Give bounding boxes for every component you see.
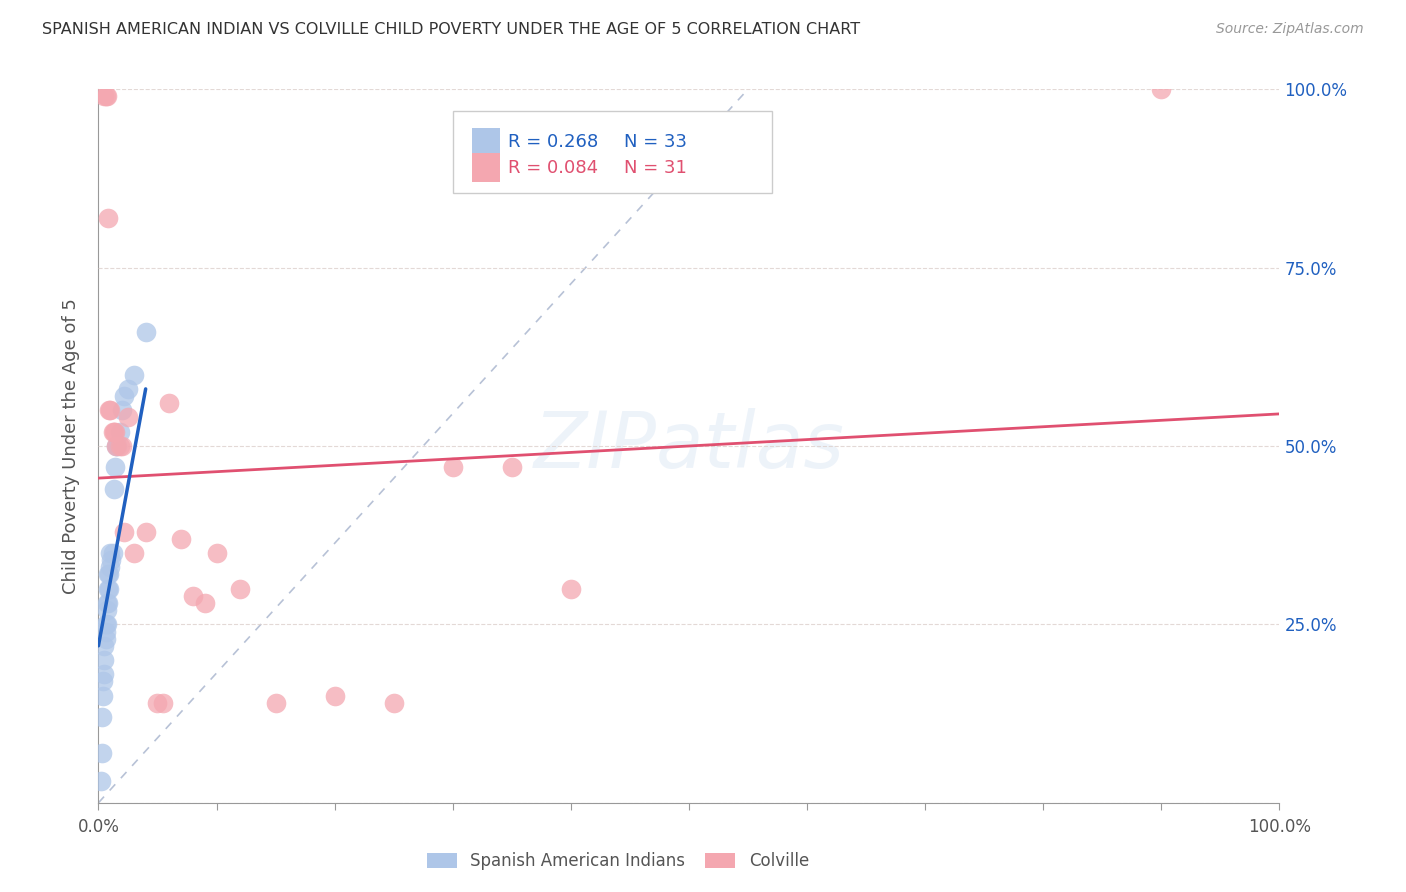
Point <box>101 546 124 560</box>
Text: R = 0.084: R = 0.084 <box>508 159 599 177</box>
Point <box>91 710 114 724</box>
Point <box>135 524 157 539</box>
Point <box>91 674 114 689</box>
Point <box>104 425 127 439</box>
Point <box>146 696 169 710</box>
Point <box>501 460 523 475</box>
Point <box>157 396 180 410</box>
Point <box>93 639 115 653</box>
Text: ZIPatlas: ZIPatlas <box>533 408 845 484</box>
Point <box>96 89 118 103</box>
FancyBboxPatch shape <box>471 153 501 182</box>
Point <box>560 582 582 596</box>
Point <box>97 582 120 596</box>
Point <box>96 603 118 617</box>
Point <box>122 368 145 382</box>
Point <box>98 403 121 417</box>
Point <box>112 389 135 403</box>
Point <box>264 696 287 710</box>
Point <box>93 653 115 667</box>
Point <box>96 596 118 610</box>
Point <box>90 774 112 789</box>
Point <box>93 667 115 681</box>
FancyBboxPatch shape <box>471 128 501 156</box>
Point <box>194 596 217 610</box>
Point <box>111 439 134 453</box>
Point <box>98 582 121 596</box>
Legend: Spanish American Indians, Colville: Spanish American Indians, Colville <box>420 846 815 877</box>
Point <box>111 403 134 417</box>
Point <box>382 696 405 710</box>
Point <box>98 546 121 560</box>
Point <box>108 439 131 453</box>
Point <box>441 460 464 475</box>
Point <box>97 596 120 610</box>
Point <box>91 689 114 703</box>
Point <box>104 460 127 475</box>
Point <box>97 567 120 582</box>
Point <box>170 532 193 546</box>
Point <box>117 382 139 396</box>
Y-axis label: Child Poverty Under the Age of 5: Child Poverty Under the Age of 5 <box>62 298 80 594</box>
Point <box>100 553 122 567</box>
Point <box>103 482 125 496</box>
Point <box>152 696 174 710</box>
Point <box>103 425 125 439</box>
Point <box>323 689 346 703</box>
Point <box>105 439 128 453</box>
FancyBboxPatch shape <box>453 111 772 193</box>
Point <box>94 617 117 632</box>
Text: Source: ZipAtlas.com: Source: ZipAtlas.com <box>1216 22 1364 37</box>
Point <box>101 425 124 439</box>
Text: R = 0.268: R = 0.268 <box>508 133 599 151</box>
Point <box>108 425 131 439</box>
Point <box>97 211 120 225</box>
Point <box>122 546 145 560</box>
Point <box>98 567 121 582</box>
Point <box>105 439 128 453</box>
Text: N = 33: N = 33 <box>624 133 688 151</box>
Point <box>93 89 115 103</box>
Point <box>229 582 252 596</box>
Point <box>94 89 117 103</box>
Text: N = 31: N = 31 <box>624 159 688 177</box>
Point <box>1150 82 1173 96</box>
Point <box>98 560 121 574</box>
Point <box>117 410 139 425</box>
Point <box>96 617 118 632</box>
Point <box>135 325 157 339</box>
Point <box>91 746 114 760</box>
Point <box>98 403 121 417</box>
Point <box>112 524 135 539</box>
Point <box>205 546 228 560</box>
Text: SPANISH AMERICAN INDIAN VS COLVILLE CHILD POVERTY UNDER THE AGE OF 5 CORRELATION: SPANISH AMERICAN INDIAN VS COLVILLE CHIL… <box>42 22 860 37</box>
Point <box>94 632 117 646</box>
Point <box>105 439 128 453</box>
Point <box>181 589 204 603</box>
Point <box>94 624 117 639</box>
